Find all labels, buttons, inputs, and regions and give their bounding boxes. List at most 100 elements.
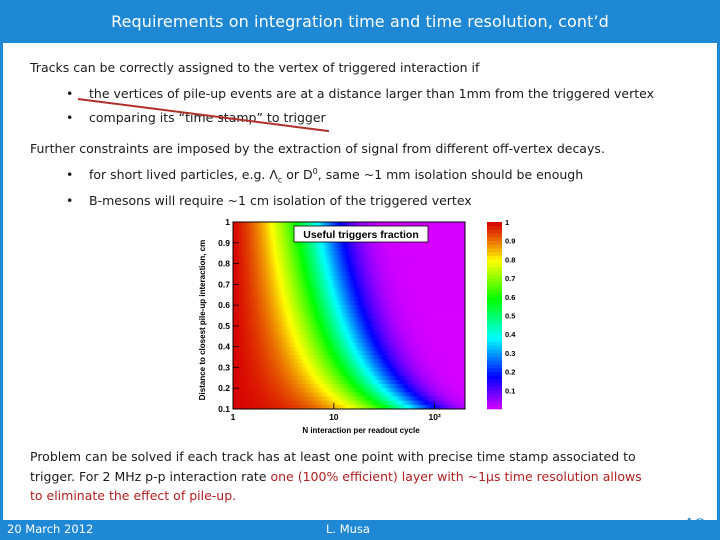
heatmap-cell xyxy=(291,359,294,364)
heatmap-cell xyxy=(451,346,454,352)
heatmap-cell xyxy=(235,296,238,302)
heatmap-cell xyxy=(261,280,264,285)
heatmap-cell xyxy=(361,346,364,352)
heatmap-cell xyxy=(267,305,270,310)
heatmap-cell xyxy=(431,238,434,244)
heatmap-cell xyxy=(251,392,254,397)
heatmap-cell xyxy=(275,234,278,239)
heatmap-cell xyxy=(351,271,354,277)
heatmap-cell xyxy=(271,384,274,389)
heatmap-cell xyxy=(365,259,368,264)
heatmap-cell xyxy=(325,404,328,410)
heatmap-cell xyxy=(301,242,304,248)
heatmap-cell xyxy=(417,375,420,381)
heatmap-cell xyxy=(341,259,344,264)
heatmap-cell xyxy=(251,292,254,298)
heatmap-cell xyxy=(309,400,312,406)
heatmap-cell xyxy=(377,396,380,401)
heatmap-cell xyxy=(259,309,262,314)
heatmap-cell xyxy=(445,234,448,239)
heatmap-cell xyxy=(389,263,392,269)
heatmap-cell xyxy=(247,317,250,323)
heatmap-cell xyxy=(343,334,346,339)
heatmap-cell xyxy=(401,305,404,310)
heatmap-cell xyxy=(389,271,392,277)
heatmap-cell xyxy=(319,259,322,264)
heatmap-cell xyxy=(331,325,334,331)
heatmap-cell xyxy=(323,404,326,410)
heatmap-cell xyxy=(251,305,254,310)
heatmap-cell xyxy=(391,288,394,293)
heatmap-cell xyxy=(397,276,400,281)
heatmap-cell xyxy=(399,263,402,269)
heatmap-cell xyxy=(369,309,372,314)
heatmap-cell xyxy=(427,325,430,331)
heatmap-cell xyxy=(341,296,344,302)
heatmap-cell xyxy=(295,325,298,331)
heatmap-cell xyxy=(273,379,276,385)
heatmap-cell xyxy=(451,313,454,318)
heatmap-cell xyxy=(251,400,254,406)
heatmap-cell xyxy=(389,346,392,352)
heatmap-cell xyxy=(347,375,350,381)
heatmap-cell xyxy=(299,251,302,256)
heatmap-cell xyxy=(445,375,448,381)
heatmap-cell xyxy=(271,371,274,377)
heatmap-cell xyxy=(371,363,374,368)
heatmap-cell xyxy=(423,292,426,298)
heatmap-cell xyxy=(451,396,454,401)
heatmap-cell xyxy=(409,384,412,389)
heatmap-cell xyxy=(371,276,374,281)
heatmap-cell xyxy=(337,309,340,314)
heatmap-cell xyxy=(361,325,364,331)
heatmap-cell xyxy=(317,300,320,306)
heatmap-cell xyxy=(355,284,358,289)
heatmap-cell xyxy=(329,379,332,385)
heatmap-cell xyxy=(451,242,454,248)
heatmap-cell xyxy=(355,338,358,343)
heatmap-cell xyxy=(245,309,248,314)
heatmap-cell xyxy=(311,384,314,389)
heatmap-cell xyxy=(347,388,350,393)
heatmap-cell xyxy=(333,288,336,293)
heatmap-cell xyxy=(349,396,352,401)
heatmap-cell xyxy=(427,222,430,227)
heatmap-cell xyxy=(257,379,260,385)
heatmap-cell xyxy=(287,226,290,231)
heatmap-cell xyxy=(255,392,258,397)
heatmap-cell xyxy=(297,317,300,323)
heatmap-cell xyxy=(291,288,294,293)
heatmap-cell xyxy=(405,309,408,314)
heatmap-cell xyxy=(395,371,398,377)
heatmap-cell xyxy=(433,280,436,285)
heatmap-cell xyxy=(249,363,252,368)
heatmap-cell xyxy=(263,234,266,239)
heatmap-cell xyxy=(249,255,252,260)
heatmap-cell xyxy=(437,338,440,343)
heatmap-cell xyxy=(261,226,264,231)
heatmap-cell xyxy=(307,296,310,302)
heatmap-cell xyxy=(269,296,272,302)
heatmap-cell xyxy=(321,271,324,277)
heatmap-cell xyxy=(239,325,242,331)
heatmap-cell xyxy=(247,325,250,331)
heatmap-cell xyxy=(337,296,340,302)
heatmap-cell xyxy=(395,309,398,314)
heatmap-cell xyxy=(287,325,290,331)
heatmap-cell xyxy=(243,342,246,347)
heatmap-cell xyxy=(291,375,294,381)
heatmap-cell xyxy=(357,300,360,306)
heatmap-cell xyxy=(315,338,318,343)
heatmap-cell xyxy=(411,271,414,277)
heatmap-cell xyxy=(431,330,434,335)
heatmap-cell xyxy=(275,400,278,406)
heatmap-cell xyxy=(287,338,290,343)
heatmap-cell xyxy=(443,392,446,397)
heatmap-cell xyxy=(449,346,452,352)
heatmap-cell xyxy=(407,317,410,323)
heatmap-cell xyxy=(345,396,348,401)
heatmap-cell xyxy=(315,404,318,410)
heatmap-cell xyxy=(391,300,394,306)
heatmap-cell xyxy=(277,359,280,364)
heatmap-cell xyxy=(323,300,326,306)
